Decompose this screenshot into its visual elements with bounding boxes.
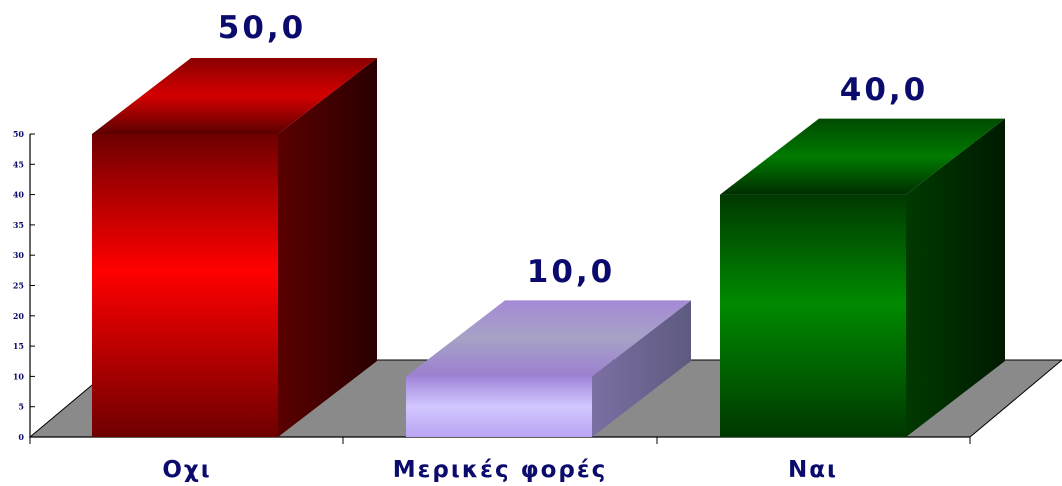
value-label-nai: 40,0: [840, 72, 929, 108]
category-label-nai: Ναι: [788, 457, 838, 483]
bar-merikes-fores-side: [592, 300, 691, 437]
y-tick-label: 25: [13, 281, 24, 291]
bar-nai-side: [906, 118, 1005, 437]
y-tick-label: 5: [18, 402, 24, 412]
y-tick-label: 35: [13, 220, 24, 230]
category-label-merikes-fores: Μερικές φορές: [393, 457, 608, 483]
y-tick-label: 50: [13, 129, 25, 139]
bar-ochi: [92, 58, 377, 437]
y-axis-ticks: 0 5 10 15 20 25 30 35 40 45 50: [13, 129, 35, 442]
y-tick-label: 40: [13, 190, 25, 200]
bar-merikes-fores-top: [406, 300, 691, 377]
bars-group: [92, 58, 1005, 437]
category-label-ochi: Οχι: [162, 457, 211, 483]
bar-merikes-fores-front: [406, 376, 592, 437]
bar-ochi-front: [92, 134, 278, 437]
bar-ochi-side: [278, 58, 377, 437]
y-tick-label: 20: [13, 311, 25, 321]
value-label-merikes-fores: 10,0: [527, 254, 616, 290]
bar-nai-front: [720, 194, 906, 437]
bar-nai-top: [720, 118, 1005, 195]
y-tick-label: 10: [13, 371, 25, 381]
y-tick-label: 45: [13, 159, 24, 169]
bar-merikes-fores: [406, 300, 691, 437]
y-tick-label: 0: [18, 432, 24, 442]
bar-nai: [720, 118, 1005, 437]
y-tick-label: 15: [13, 341, 24, 351]
bar-ochi-top: [92, 58, 377, 134]
value-label-ochi: 50,0: [218, 10, 307, 46]
y-tick-label: 30: [13, 250, 25, 260]
